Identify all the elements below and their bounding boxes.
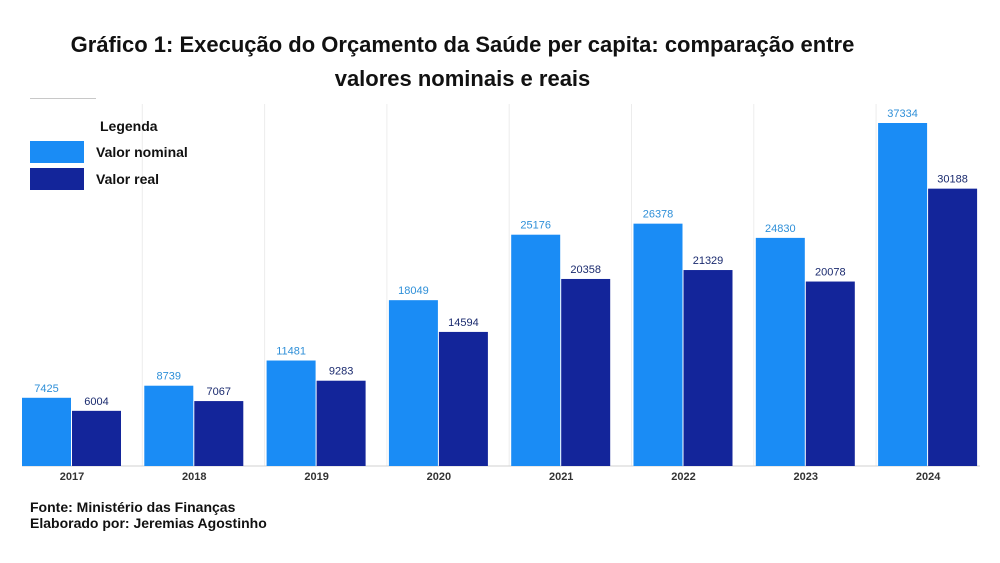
x-tick-label-2022: 2022 (671, 471, 695, 483)
bar-real-2023 (805, 281, 855, 466)
data-label-nominal-2021: 25176 (520, 220, 551, 232)
data-label-real-2020: 14594 (448, 317, 479, 329)
bar-nominal-2023 (755, 237, 805, 466)
data-label-real-2024: 30188 (937, 174, 968, 186)
data-label-nominal-2018: 8739 (157, 371, 181, 383)
legend-title: Legenda (100, 118, 158, 134)
x-tick-label-2017: 2017 (60, 471, 84, 483)
bar-real-2024 (928, 188, 978, 466)
source-note: Fonte: Ministério das Finanças (30, 499, 236, 515)
title-divider (30, 98, 96, 99)
bar-real-2021 (561, 278, 611, 466)
footer: Fonte: Ministério das Finanças Elaborado… (30, 499, 267, 531)
data-label-real-2022: 21329 (693, 255, 724, 267)
bar-real-2022 (683, 270, 733, 466)
chart-title-line-1: Gráfico 1: Execução do Orçamento da Saúd… (70, 32, 855, 57)
data-label-real-2019: 9283 (329, 366, 353, 378)
data-label-nominal-2019: 11481 (276, 346, 306, 358)
bar-real-2018 (194, 401, 244, 466)
bar-nominal-2019 (266, 360, 316, 466)
x-tick-label-2024: 2024 (916, 471, 941, 483)
data-label-real-2023: 20078 (815, 267, 846, 279)
bar-nominal-2018 (144, 385, 194, 466)
bar-real-2020 (438, 331, 488, 466)
x-tick-label-2020: 2020 (427, 471, 451, 483)
x-tick-label-2023: 2023 (794, 471, 818, 483)
legend-label-nominal: Valor nominal (96, 144, 188, 160)
chart-title-line-2: valores nominais e reais (334, 66, 591, 91)
data-label-nominal-2017: 7425 (34, 383, 58, 395)
bar-nominal-2022 (633, 223, 683, 466)
data-label-nominal-2020: 18049 (398, 285, 429, 297)
legend-swatch-real (30, 168, 84, 190)
x-tick-label-2021: 2021 (549, 471, 573, 483)
bar-real-2017 (72, 410, 121, 466)
data-label-real-2021: 20358 (570, 264, 601, 276)
data-label-real-2017: 6004 (84, 396, 108, 408)
chart-title: Gráfico 1: Execução do Orçamento da Saúd… (0, 28, 925, 96)
bar-nominal-2017 (22, 397, 71, 466)
data-label-real-2018: 7067 (207, 386, 231, 398)
x-tick-label-2019: 2019 (304, 471, 328, 483)
bar-nominal-2020 (388, 300, 438, 466)
author-note: Elaborado por: Jeremias Agostinho (30, 515, 267, 531)
bar-nominal-2021 (511, 234, 561, 466)
data-label-nominal-2024: 37334 (887, 108, 918, 120)
bar-real-2019 (316, 380, 366, 466)
data-label-nominal-2022: 26378 (643, 209, 674, 221)
legend-label-real: Valor real (96, 171, 160, 187)
x-tick-label-2018: 2018 (182, 471, 206, 483)
legend-swatch-nominal (30, 141, 84, 163)
bar-nominal-2024 (878, 123, 928, 466)
data-label-nominal-2023: 24830 (765, 223, 796, 235)
